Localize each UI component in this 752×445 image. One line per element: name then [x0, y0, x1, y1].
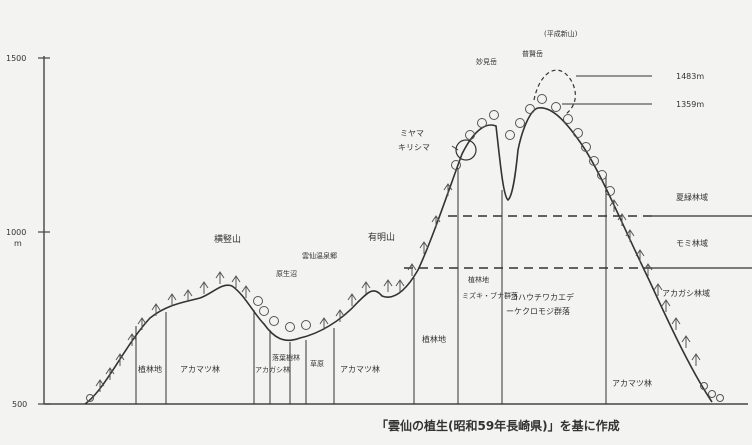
broadleaf-symbol: [581, 142, 591, 152]
y-unit-label: m: [14, 239, 22, 248]
conifer-symbol: [431, 215, 441, 228]
right-zone-kaseirin: 夏緑林域: [676, 192, 708, 202]
broadleaf-symbol: [597, 170, 607, 180]
zone-label-kohauchiwakaede: コハウチワカエデ: [510, 292, 574, 302]
peak-label-yokotakeyama: 横竪山: [214, 233, 241, 245]
zone-label-akamatsu-3: アカマツ林: [612, 378, 652, 388]
miyama-kirishima-leader: [451, 145, 459, 151]
conifer-symbol: [183, 289, 193, 302]
broadleaf-symbol: [537, 94, 547, 104]
y-label-1500: 1500: [6, 54, 26, 63]
conifer-symbol: [151, 303, 161, 316]
broadleaf-symbol: [285, 322, 295, 332]
conifer-symbol: [691, 353, 701, 366]
conifer-symbol: [361, 281, 371, 294]
zone-label-akamatsu-1: アカマツ林: [180, 364, 220, 374]
peak-label-miyama: ミヤマ: [400, 129, 424, 138]
vegetation-symbols: [86, 94, 724, 402]
broadleaf-symbol: [269, 316, 279, 326]
shrub-symbol: [716, 394, 724, 402]
broadleaf-symbol: [525, 104, 535, 114]
broadleaf-symbol: [477, 118, 487, 128]
peak-label-kirishima: キリシマ: [398, 143, 430, 152]
broadleaf-symbol: [605, 186, 615, 196]
y-label-1000: 1000: [6, 228, 26, 237]
conifer-symbol: [395, 279, 405, 292]
conifer-symbol: [609, 199, 619, 212]
zone-label-mizuki-buna: ミズキ・ブナ群落: [462, 291, 518, 300]
elevation-1359: 1359m: [676, 100, 704, 109]
conifer-symbol: [231, 275, 241, 288]
conifer-symbol: [347, 293, 357, 306]
conifer-symbol: [199, 281, 209, 294]
broadleaf-symbol: [515, 118, 525, 128]
source-caption: 「雲仙の植生(昭和59年長崎県)」を基に作成: [376, 418, 620, 433]
right-zone-akagashirin: アカガシ林域: [662, 288, 710, 298]
peak-label-heisei-shinzan: (平成新山): [544, 29, 578, 38]
conifer-symbol: [625, 229, 635, 242]
broadleaf-symbol: [489, 110, 499, 120]
conifer-symbol: [443, 183, 453, 196]
zone-label-shokurinchi-2: 植林地: [422, 334, 446, 344]
conifer-symbol: [335, 309, 345, 322]
peak-label-fugendake: 普賢岳: [522, 49, 543, 58]
peak-label-ariakeyama: 有明山: [368, 231, 395, 243]
broadleaf-symbol: [589, 156, 599, 166]
shrub-symbol: [700, 382, 708, 390]
conifer-symbol: [661, 299, 671, 312]
peak-label-myokendake: 妙見岳: [476, 57, 497, 66]
broadleaf-symbol: [505, 130, 515, 140]
conifer-symbol: [407, 263, 417, 276]
zone-label-akagashi: アカガシ林: [255, 365, 290, 374]
elevation-1483: 1483m: [676, 72, 704, 81]
conifer-symbol: [215, 271, 225, 284]
conifer-symbol: [319, 317, 329, 330]
conifer-symbol: [105, 367, 115, 380]
conifer-symbol: [419, 241, 429, 254]
conifer-symbol: [115, 353, 125, 366]
heisei-shinzan-dome: [533, 69, 576, 115]
zone-label-shokurinchi-1: 植林地: [138, 364, 162, 374]
broadleaf-symbol: [573, 128, 583, 138]
zone-label-rakuyojurin: 落葉樹林: [272, 353, 300, 362]
broadleaf-symbol: [253, 296, 263, 306]
broadleaf-symbol: [259, 306, 269, 316]
conifer-symbol: [681, 335, 691, 348]
conifer-symbol: [635, 249, 645, 262]
mountain-profile: [84, 107, 713, 405]
conifer-symbol: [127, 333, 137, 346]
conifer-symbol: [167, 293, 177, 306]
miyama-kirishima-marker: [455, 139, 477, 161]
broadleaf-symbol: [563, 114, 573, 124]
zone-label-akamatsu-2: アカマツ林: [340, 364, 380, 374]
broadleaf-symbol: [465, 130, 475, 140]
conifer-symbol: [137, 317, 147, 330]
broadleaf-symbol: [451, 160, 461, 170]
broadleaf-symbol: [301, 320, 311, 330]
shrub-symbol: [86, 394, 94, 402]
zone-label-sogen: 草原: [310, 359, 324, 368]
conifer-symbol: [653, 283, 663, 296]
right-zone-momirin: モミ林域: [676, 238, 708, 248]
conifer-symbol: [95, 379, 105, 392]
zone-label-shokurinchi-3: 植林地: [468, 275, 489, 284]
conifer-symbol: [617, 213, 627, 226]
peak-label-unzen-onsen: 雲仙温泉郷: [302, 251, 337, 260]
y-label-500: 500: [12, 400, 27, 409]
zone-label-kekuromoji: ーケクロモジ群落: [506, 306, 570, 316]
shrub-symbol: [708, 390, 716, 398]
broadleaf-symbol: [551, 102, 561, 112]
conifer-symbol: [383, 279, 393, 292]
peak-label-genseinuma: 原生沼: [276, 269, 297, 278]
conifer-symbol: [643, 263, 653, 276]
conifer-symbol: [671, 317, 681, 330]
conifer-symbol: [241, 285, 251, 298]
